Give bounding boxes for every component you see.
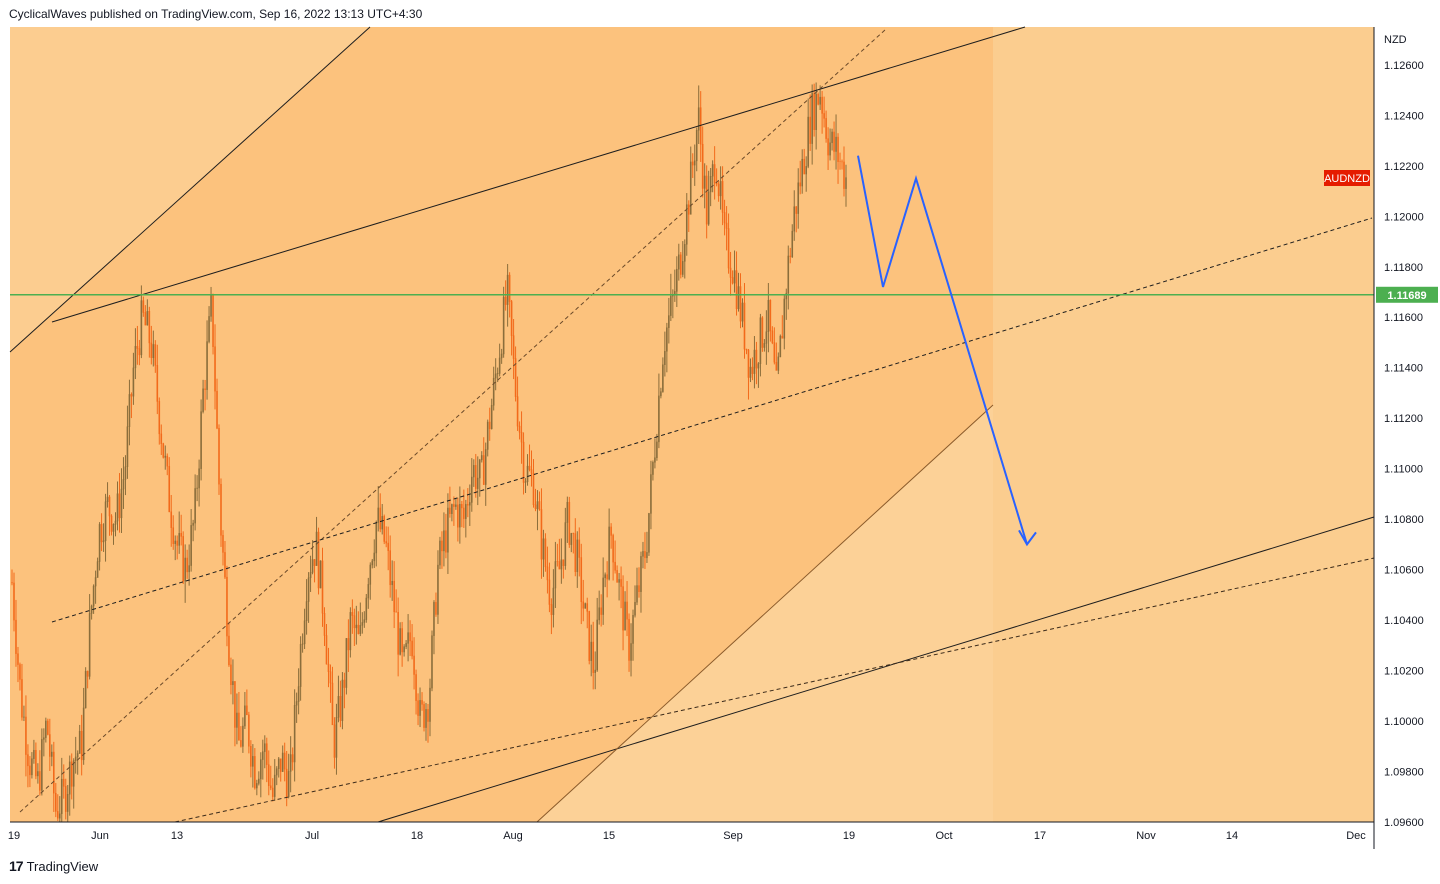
- symbol-badge: [1324, 170, 1370, 186]
- trendline-steep: [9, 26, 371, 353]
- y-tick-label: 1.09800: [1384, 767, 1424, 779]
- trendline-lower: [377, 516, 1375, 823]
- currency-label: NZD: [1384, 34, 1407, 46]
- y-tick-label: 1.10600: [1384, 565, 1424, 577]
- x-tick-label: 14: [1226, 830, 1238, 842]
- x-tick-label: Sep: [723, 830, 743, 842]
- y-tick-label: 1.11000: [1384, 464, 1423, 476]
- y-tick-label: 1.10200: [1384, 666, 1424, 678]
- x-tick-label: 17: [1034, 830, 1046, 842]
- trendline-dashed-lower: [174, 557, 1375, 823]
- trendline-dashed-mid: [51, 217, 1373, 623]
- footer-brand-name: TradingView: [26, 858, 99, 874]
- x-tick-label: Jul: [305, 830, 319, 842]
- y-axis-ticks: 1.12600 1.12400 1.12200 1.12000 1.11800 1.116…: [1384, 60, 1424, 829]
- tradingview-logo-icon: 17: [9, 858, 24, 874]
- y-tick-label: 1.09600: [1384, 817, 1424, 829]
- y-tick-label: 1.10400: [1384, 615, 1424, 627]
- trendline-upper: [51, 26, 1026, 323]
- x-tick-label: Nov: [1136, 830, 1156, 842]
- projection-path: [857, 155, 1028, 545]
- x-tick-label: Aug: [503, 830, 523, 842]
- x-tick-label: 15: [603, 830, 615, 842]
- y-tick-label: 1.12200: [1384, 161, 1424, 173]
- candles-group: [11, 82, 847, 838]
- x-axis-ticks: 19 Jun 13 Jul 18 Aug 15 Sep 19 Oct 17 Nov 14 Dec: [8, 830, 1366, 842]
- trendline-dashed-steep: [19, 29, 886, 813]
- footer-brand[interactable]: 17 TradingView: [9, 858, 98, 874]
- x-tick-label: Dec: [1346, 830, 1366, 842]
- y-tick-label: 1.11400: [1384, 363, 1423, 375]
- y-tick-label: 1.11800: [1384, 262, 1423, 274]
- y-tick-label: 1.11600: [1384, 312, 1423, 324]
- x-tick-label: 18: [411, 830, 423, 842]
- x-tick-label: Oct: [935, 830, 952, 842]
- y-tick-label: 1.11200: [1384, 413, 1423, 425]
- y-tick-label: 1.10000: [1384, 716, 1424, 728]
- x-tick-label: 19: [843, 830, 855, 842]
- y-tick-label: 1.10800: [1384, 514, 1424, 526]
- price-axis-background: [1374, 27, 1440, 849]
- x-tick-label: 13: [171, 830, 183, 842]
- x-tick-label: Jun: [91, 830, 109, 842]
- y-tick-label: 1.12400: [1384, 110, 1424, 122]
- trendline-channel-base: [536, 404, 994, 823]
- y-tick-label: 1.12000: [1384, 211, 1424, 223]
- trendlines-group: [9, 26, 1375, 823]
- x-tick-label: 19: [8, 830, 20, 842]
- publisher-caption: CyclicalWaves published on TradingView.c…: [9, 7, 423, 21]
- symbol-badge-label: AUDNZD: [1324, 173, 1370, 185]
- time-axis-background: [0, 822, 1374, 849]
- projection-arrowhead: [1018, 529, 1037, 547]
- last-price-label: 1.11689: [1387, 290, 1426, 302]
- y-tick-label: 1.12600: [1384, 60, 1424, 72]
- last-price-badge: [1376, 286, 1438, 303]
